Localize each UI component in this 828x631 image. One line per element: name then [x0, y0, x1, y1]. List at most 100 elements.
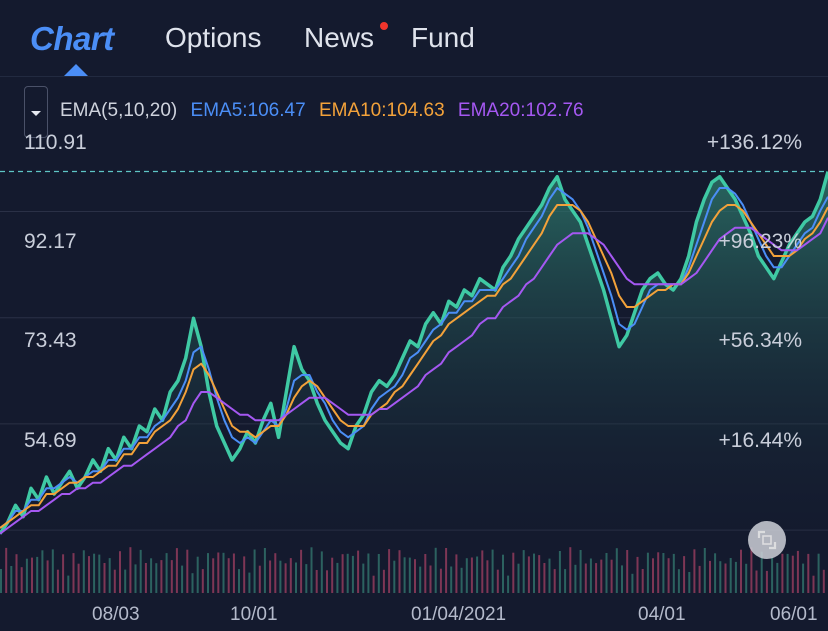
volume-bar [258, 565, 261, 593]
volume-bar [46, 560, 49, 593]
nav-item-news[interactable]: News [304, 22, 375, 53]
series-line-ema10 [0, 204, 828, 529]
volume-bar [362, 563, 365, 593]
volume-bar [491, 549, 494, 593]
volume-bar [269, 560, 272, 593]
volume-bar [807, 553, 810, 593]
volume-bar [652, 558, 654, 593]
volume-bar [289, 558, 292, 593]
volume-bar [667, 558, 670, 593]
series-line-ema20 [0, 217, 828, 535]
volume-bar [186, 549, 189, 593]
volume-bar [93, 553, 96, 593]
volume-bar [812, 575, 815, 593]
volume-bar [755, 570, 758, 593]
volume-bar [802, 563, 805, 593]
volume-bar [522, 550, 525, 593]
indicator-dropdown[interactable] [24, 86, 48, 138]
volume-bar [750, 547, 753, 593]
y-axis-label: 54.69 [24, 429, 77, 452]
volume-bar [445, 548, 448, 593]
volume-bar [51, 549, 54, 593]
nav-item-options[interactable]: Options [165, 22, 262, 53]
volume-bar [295, 562, 297, 593]
volume-bar [15, 554, 18, 593]
volume-bar [31, 557, 33, 593]
volume-bar [465, 558, 468, 593]
volume-bar [419, 566, 422, 593]
volume-bar [631, 573, 634, 593]
volume-bar [181, 565, 184, 593]
volume-bar [626, 550, 629, 593]
volume-bar [305, 564, 308, 593]
active-tab-indicator [64, 64, 88, 76]
volume-bar [791, 555, 794, 593]
volume-bar [527, 556, 530, 593]
volume-bar [196, 556, 199, 593]
nav-item-fund[interactable]: Fund [411, 22, 475, 53]
volume-bar [657, 552, 660, 593]
volume-bar [781, 553, 784, 593]
volume-bar [124, 569, 127, 593]
volume-bar [734, 561, 737, 593]
volume-bar [450, 566, 453, 593]
volume-bar [460, 567, 463, 593]
volume-bar [82, 550, 85, 593]
volume-bar [320, 551, 323, 593]
series-line-price [0, 171, 828, 535]
volume-bar [822, 569, 825, 593]
volume-bar [434, 547, 437, 593]
volume-bar [56, 569, 59, 593]
volume-bar [191, 573, 194, 593]
volume-bar [315, 570, 318, 593]
volume-bar [212, 558, 215, 593]
price-area [0, 171, 828, 545]
volume-bar [600, 559, 603, 593]
volume-bar [25, 558, 28, 593]
volume-bar [610, 559, 613, 593]
volume-bar [5, 547, 8, 593]
volume-bar [496, 569, 499, 593]
volume-bar [786, 553, 789, 593]
x-axis-label: 10/01 [230, 604, 278, 625]
volume-bar [103, 563, 106, 593]
volume-bar [403, 557, 406, 593]
volume-bar [424, 554, 427, 593]
volume-bar [796, 550, 799, 593]
volume-bar [284, 563, 287, 593]
volume-bar [595, 563, 598, 593]
volume-bar [341, 554, 344, 593]
fullscreen-button[interactable] [748, 521, 786, 559]
volume-bar [77, 563, 80, 593]
volume-bar [429, 565, 432, 593]
volume-bar [533, 553, 535, 593]
x-axis-label: 08/03 [92, 604, 140, 625]
volume-bar [641, 569, 644, 593]
volume-bar [10, 566, 13, 593]
volume-bar [636, 556, 639, 593]
volume-bar [760, 551, 763, 593]
volume-bar [615, 548, 618, 593]
volume-bar [745, 563, 748, 593]
volume-bar [683, 556, 686, 593]
volume-bar [263, 548, 266, 593]
chart-logo[interactable]: Chart [30, 20, 114, 57]
x-axis-label: 04/01 [638, 604, 686, 625]
volume-bar [553, 569, 556, 593]
volume-bar [310, 547, 313, 593]
volume-bar [688, 572, 691, 593]
volume-bar [119, 551, 121, 593]
volume-bar [134, 564, 137, 593]
volume-bar [222, 552, 225, 593]
volume-bar [207, 553, 209, 593]
news-notification-dot [380, 22, 388, 30]
volume-bar [470, 557, 473, 593]
volume-bar [20, 567, 23, 593]
volume-bar [331, 557, 334, 593]
chevron-down-icon [31, 111, 41, 116]
volume-bar [160, 560, 163, 593]
volume-bar [62, 554, 65, 593]
volume-bar [621, 565, 623, 593]
volume-bar [776, 562, 779, 593]
